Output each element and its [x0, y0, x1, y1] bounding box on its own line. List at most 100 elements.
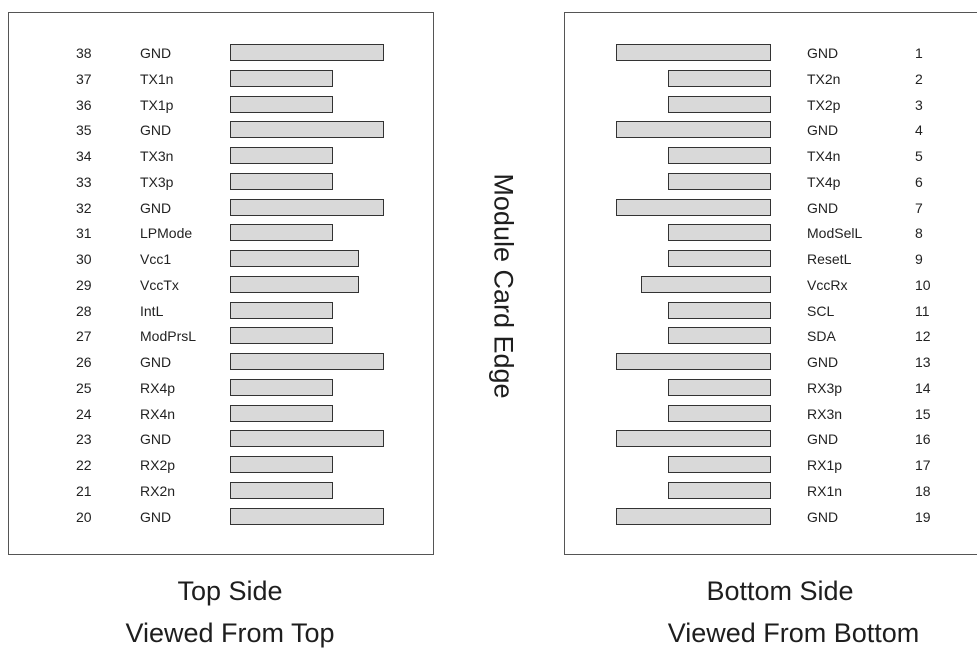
pin-label: GND [807, 354, 839, 370]
pin-label: GND [140, 508, 172, 525]
pin-row-5: TX4n 5 [565, 147, 977, 174]
module-card-edge-label: Module Card Edge [479, 136, 527, 436]
pin-row-36: 36 TX1p [9, 95, 433, 123]
pin-row-6: TX4p 6 [565, 172, 977, 200]
pin-number: 7 [915, 199, 923, 216]
pin-label: GND [807, 199, 839, 216]
pin-row-24: 24 RX4n [9, 404, 433, 432]
contact-pad [230, 301, 333, 319]
pin-row-31: 31 LPMode [9, 224, 433, 251]
pin-row-37: 37 TX1n [9, 69, 433, 97]
contact-pad [230, 353, 384, 370]
contact-pad [668, 250, 771, 267]
contact-pad [668, 95, 771, 113]
contact-pad [616, 507, 771, 525]
pin-row-16: GND 16 [565, 430, 977, 457]
pin-row-32: 32 GND [9, 198, 433, 226]
pin-row-11: SCL 11 [565, 301, 977, 329]
pin-row-26: 26 GND [9, 353, 433, 380]
pin-label: LPMode [140, 225, 193, 242]
pin-row-22: 22 RX2p [9, 456, 433, 483]
pin-number: 26 [76, 354, 92, 370]
pin-row-1: GND 1 [565, 44, 977, 71]
contact-pad [668, 172, 771, 190]
pin-row-12: SDA 12 [565, 327, 977, 354]
pin-number: 10 [915, 276, 931, 293]
pin-row-35: 35 GND [9, 121, 433, 148]
pin-number: 19 [915, 508, 931, 525]
pin-number: 17 [915, 457, 931, 473]
pin-number: 27 [76, 328, 92, 345]
pin-row-33: 33 TX3p [9, 172, 433, 200]
pin-number: 29 [76, 276, 92, 293]
pin-row-3: TX2p 3 [565, 95, 977, 123]
contact-pad [668, 456, 771, 473]
pin-row-20: 20 GND [9, 507, 433, 535]
pin-label: TX3n [140, 148, 174, 164]
pin-row-15: RX3n 15 [565, 404, 977, 432]
contact-pad [616, 430, 771, 448]
pin-number: 1 [915, 45, 923, 61]
pin-label: GND [807, 508, 839, 525]
pin-number: 5 [915, 148, 923, 164]
contact-pad [641, 275, 771, 293]
contact-pad [668, 69, 771, 87]
pin-number: 28 [76, 302, 92, 319]
pin-number: 23 [76, 431, 92, 448]
pin-number: 20 [76, 508, 92, 525]
pin-label: VccRx [807, 276, 848, 293]
pin-number: 36 [76, 96, 92, 113]
contact-pad [230, 95, 333, 113]
pin-number: 9 [915, 251, 923, 267]
contact-pad [230, 404, 333, 422]
pin-label: TX1n [140, 70, 174, 87]
bottom-side-panel: GND 1 TX2n 2 TX2p 3 GND 4 TX4n 5 TX4p 6 GND 7 ModSelL 8… [564, 12, 977, 555]
pin-label: RX2n [140, 482, 176, 499]
contact-pad [230, 172, 333, 190]
contact-pad [616, 353, 771, 370]
pin-row-2: TX2n 2 [565, 69, 977, 97]
pin-row-30: 30 Vcc1 [9, 250, 433, 277]
pin-number: 15 [915, 405, 931, 422]
contact-pad [230, 44, 384, 61]
contact-pad [230, 224, 333, 242]
bottom-side-subcaption: Viewed From Bottom [667, 618, 920, 648]
pin-label: TX4n [807, 148, 841, 164]
pin-number: 30 [76, 251, 92, 267]
pin-number: 14 [915, 379, 931, 396]
pin-label: GND [807, 45, 839, 61]
pin-number: 22 [76, 457, 92, 473]
pin-number: 35 [76, 122, 92, 139]
contact-pad [668, 224, 771, 242]
contact-pad [668, 147, 771, 164]
pin-number: 4 [915, 122, 923, 139]
pin-row-27: 27 ModPrsL [9, 327, 433, 354]
pin-label: RX1n [807, 482, 843, 499]
pin-row-9: ResetL 9 [565, 250, 977, 277]
pin-label: Vcc1 [140, 251, 172, 267]
pin-label: TX4p [807, 173, 841, 190]
contact-pad [230, 378, 333, 396]
contact-pad [230, 147, 333, 164]
pin-row-10: VccRx 10 [565, 275, 977, 303]
pin-label: RX4p [140, 379, 176, 396]
top-side-caption: Top Side [177, 576, 283, 606]
pin-number: 3 [915, 96, 923, 113]
pin-number: 37 [76, 70, 92, 87]
contact-pad [616, 44, 771, 61]
pin-row-21: 21 RX2n [9, 481, 433, 509]
pin-number: 6 [915, 173, 923, 190]
pin-label: RX1p [807, 457, 843, 473]
pin-number: 25 [76, 379, 92, 396]
pin-row-25: 25 RX4p [9, 378, 433, 406]
pin-row-38: 38 GND [9, 44, 433, 71]
pin-number: 8 [915, 225, 923, 242]
contact-pad [230, 327, 333, 345]
pin-row-28: 28 IntL [9, 301, 433, 329]
pin-number: 38 [76, 45, 92, 61]
pin-label: TX2n [807, 70, 841, 87]
contact-pad [230, 198, 384, 216]
top-side-panel: 38 GND 37 TX1n 36 TX1p 35 GND 34 TX3n 33 TX3p 32 GND 3… [8, 12, 434, 555]
pin-label: SDA [807, 328, 836, 345]
contact-pad [668, 481, 771, 499]
